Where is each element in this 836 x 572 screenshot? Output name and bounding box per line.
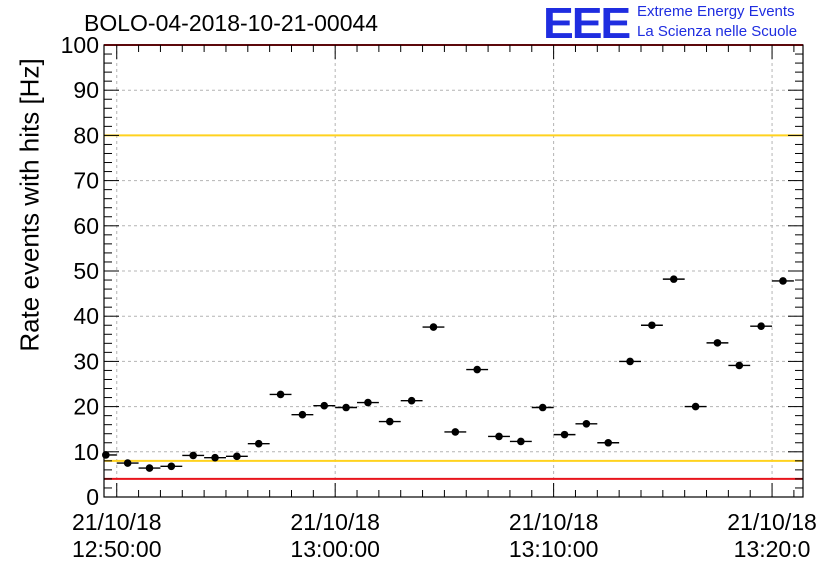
point-marker	[123, 459, 132, 467]
point-marker	[167, 462, 176, 471]
data-point	[640, 321, 663, 330]
data-point	[619, 357, 641, 366]
data-point	[400, 396, 423, 405]
point-marker	[298, 410, 307, 419]
point-marker	[102, 451, 110, 459]
grid	[104, 45, 803, 497]
x-tick-label-time: 13:10:00	[509, 536, 599, 562]
point-marker	[669, 275, 678, 283]
data-point	[488, 432, 510, 441]
point-marker	[538, 403, 547, 412]
x-tick-labels: 21/10/1812:50:0021/10/1813:00:0021/10/18…	[72, 509, 817, 562]
x-tick-label-date: 21/10/18	[727, 509, 817, 535]
data-point	[662, 275, 685, 283]
x-tick-label-date: 21/10/18	[509, 509, 599, 535]
data-points	[102, 275, 794, 472]
x-tick-label-time: 13:20:0	[734, 536, 811, 562]
y-tick-labels: 0 10 20 30 40 50 60 70 80 90 100	[61, 32, 99, 510]
data-point	[422, 323, 445, 331]
point-marker	[626, 357, 634, 366]
point-marker	[691, 402, 700, 411]
x-tick-label-date: 21/10/18	[72, 509, 162, 535]
reference-lines	[104, 44, 803, 480]
y-tick-label: 30	[73, 348, 99, 374]
data-point	[531, 403, 554, 412]
point-marker	[407, 396, 416, 405]
data-point	[597, 438, 620, 447]
data-point	[357, 398, 379, 407]
data-point	[575, 419, 598, 428]
y-tick-label: 60	[73, 213, 99, 239]
y-tick-label: 50	[73, 258, 99, 284]
point-marker	[757, 322, 765, 330]
data-point	[291, 410, 314, 419]
data-point	[750, 322, 773, 330]
y-axis-label: Rate events with hits [Hz]	[14, 58, 45, 352]
point-marker	[189, 451, 197, 460]
point-marker	[254, 439, 263, 448]
point-marker	[517, 437, 525, 446]
data-point	[444, 428, 467, 436]
data-point	[160, 462, 183, 471]
data-point	[553, 430, 576, 439]
point-marker	[713, 339, 722, 347]
y-tick-label: 20	[73, 394, 99, 420]
point-marker	[451, 428, 460, 436]
point-marker	[473, 365, 481, 374]
x-tick-label-date: 21/10/18	[290, 509, 380, 535]
y-tick-label: 40	[73, 303, 99, 329]
data-point	[225, 452, 248, 461]
point-marker	[560, 430, 569, 439]
y-tick-label: 90	[73, 77, 99, 103]
point-marker	[779, 277, 787, 285]
y-tick-label: 80	[73, 122, 99, 148]
axis-ticks	[104, 44, 803, 498]
y-tick-label: 10	[73, 439, 99, 465]
point-marker	[582, 419, 591, 428]
point-marker	[429, 323, 438, 331]
logo-caption-line2: La Scienza nelle Scuole	[637, 23, 798, 40]
point-marker	[364, 398, 372, 407]
point-marker	[385, 417, 394, 426]
point-marker	[233, 452, 241, 461]
point-marker	[320, 401, 329, 410]
data-point	[466, 365, 489, 374]
data-point	[269, 390, 292, 399]
data-point	[706, 339, 729, 347]
data-point	[509, 437, 532, 446]
point-marker	[735, 361, 744, 370]
data-point	[728, 361, 751, 370]
data-point	[684, 402, 707, 411]
point-marker	[211, 453, 219, 462]
x-tick-label-time: 13:00:00	[290, 536, 380, 562]
point-marker	[145, 464, 154, 472]
logo-caption-line1: Extreme Energy Events	[637, 3, 795, 20]
data-point	[182, 451, 205, 460]
data-point	[138, 464, 161, 472]
eee-logo: EEE	[543, 0, 631, 48]
data-point	[247, 439, 270, 448]
data-point	[116, 459, 139, 467]
point-marker	[342, 403, 350, 412]
data-point	[335, 403, 358, 412]
y-tick-label: 0	[86, 484, 99, 510]
point-marker	[495, 432, 503, 441]
data-point	[204, 453, 226, 462]
data-point	[772, 277, 794, 285]
chart-title: BOLO-04-2018-10-21-00044	[84, 10, 379, 36]
y-tick-label: 70	[73, 168, 99, 194]
y-tick-label: 100	[61, 32, 99, 58]
data-point	[378, 417, 401, 426]
data-point	[313, 401, 336, 410]
point-marker	[276, 390, 285, 399]
point-marker	[648, 321, 656, 330]
x-tick-label-time: 12:50:00	[72, 536, 162, 562]
point-marker	[604, 438, 613, 447]
data-point	[102, 451, 117, 459]
